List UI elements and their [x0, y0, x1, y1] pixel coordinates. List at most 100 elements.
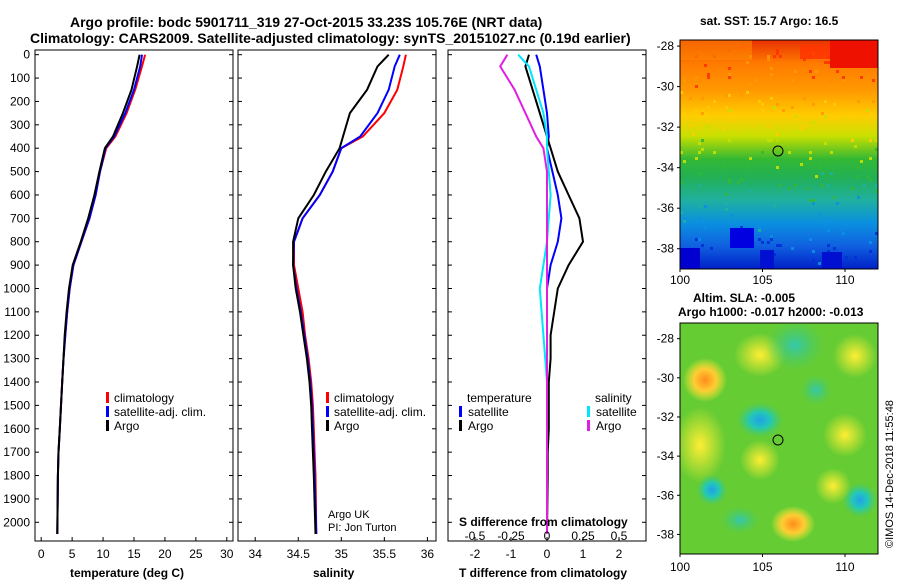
- legend-swatch-t-satellite: [459, 406, 462, 417]
- legend-label-t-argo: Argo: [468, 419, 494, 433]
- x-tick-label: -1: [506, 547, 517, 561]
- depth-tick-label: 1100: [4, 305, 30, 319]
- sla-map-frame: [679, 322, 879, 555]
- s-diff-tick-label: -0.25: [497, 529, 525, 543]
- depth-tick-label: 2000: [3, 515, 30, 529]
- lon-tick-label: 105: [752, 273, 772, 287]
- x-tick-label: 20: [158, 547, 172, 561]
- difference-legend-temperature: temperature satellite Argo: [459, 391, 532, 433]
- legend-label-t-satellite: satellite: [468, 405, 509, 419]
- lat-tick-label: -30: [657, 80, 675, 94]
- lon-tick-label: 105: [752, 560, 772, 574]
- depth-tick-label: 1700: [3, 445, 30, 459]
- argo-location-marker: [772, 145, 784, 157]
- lon-tick-label: 110: [835, 560, 854, 574]
- lat-tick-label: -28: [657, 39, 675, 53]
- lat-tick-label: -38: [657, 527, 675, 541]
- figure-title-line2: Climatology: CARS2009. Satellite-adjuste…: [30, 30, 631, 46]
- x-tick-label: 2: [616, 547, 623, 561]
- legend-swatch-t-argo: [459, 420, 462, 431]
- legend-swatch-s-argo: [587, 420, 590, 431]
- legend-label-s-argo: Argo: [596, 419, 622, 433]
- depth-tick-label: 500: [10, 165, 30, 179]
- x-tick-label: 34.5: [287, 547, 311, 561]
- sla-map-title-line2: Argo h1000: -0.017 h2000: -0.013: [678, 305, 864, 319]
- legend-swatch-s-satellite: [587, 406, 590, 417]
- imos-credit: ©IMOS 14-Dec-2018 11:55:48: [884, 400, 896, 548]
- lat-tick-label: -36: [657, 488, 675, 502]
- legend-swatch-satellite: [106, 406, 109, 417]
- legend-swatch-argo: [326, 420, 329, 431]
- s-diff-tick-label: 0.5: [611, 529, 628, 543]
- temperature-panel-frame: [34, 49, 234, 542]
- argo-location-marker: [772, 434, 784, 446]
- depth-tick-label: 400: [10, 141, 30, 155]
- depth-tick-label: 800: [10, 235, 30, 249]
- series-line-temperature-argo: [524, 54, 585, 535]
- lat-tick-label: -34: [657, 449, 675, 463]
- depth-tick-label: 1500: [3, 398, 30, 412]
- lat-tick-label: -34: [657, 161, 675, 175]
- difference-legend-salinity: salinity satellite Argo: [587, 391, 637, 433]
- series-line-argo: [292, 54, 390, 535]
- sla-map-axes: -28 -30 -32 -34 -36 -38 100 105 110: [657, 332, 855, 574]
- x-tick-label: -2: [470, 547, 481, 561]
- lat-tick-label: -32: [657, 120, 675, 134]
- legend-label-s-satellite: satellite: [596, 405, 637, 419]
- lon-tick-label: 100: [670, 560, 690, 574]
- depth-tick-label: 1000: [3, 281, 30, 295]
- credit-pi: PI: Jon Turton: [328, 522, 396, 534]
- depth-tick-label: 1200: [3, 328, 30, 342]
- x-tick-label: 35.5: [373, 547, 397, 561]
- salinity-xlabel: salinity: [313, 566, 355, 580]
- x-tick-label: 15: [127, 547, 141, 561]
- x-tick-label: 5: [69, 547, 76, 561]
- series-line-argo: [56, 54, 141, 535]
- depth-tick-label: 1600: [3, 422, 30, 436]
- sst-map-title: sat. SST: 15.7 Argo: 16.5: [700, 14, 839, 28]
- x-tick-label: 30: [220, 547, 234, 561]
- x-axis-ticks: 0 5 10 15 20 25 30 34 34.5 35 35.5 36 -2 -1 0 1 2 -0.5 -0.…: [38, 529, 628, 561]
- depth-tick-label: 1300: [3, 352, 30, 366]
- lat-tick-label: -30: [657, 371, 675, 385]
- legend-label-satellite: satellite-adj. clim.: [114, 405, 206, 419]
- sst-map-axes: -28 -30 -32 -34 -36 -38 100 105 110: [657, 39, 855, 287]
- depth-tick-label: 1400: [3, 375, 30, 389]
- sst-map: [680, 40, 878, 269]
- lat-tick-label: -36: [657, 201, 675, 215]
- sst-map-frame: [679, 39, 879, 270]
- profile-lines: [56, 54, 585, 535]
- x-tick-label: 34: [249, 547, 263, 561]
- series-line-climatology: [56, 54, 147, 535]
- depth-tick-label: 0: [23, 48, 30, 62]
- depth-tick-label: 900: [10, 258, 30, 272]
- temperature-xlabel: temperature (deg C): [70, 566, 184, 580]
- lat-tick-label: -32: [657, 410, 675, 424]
- legend-label-climatology: climatology: [334, 391, 394, 405]
- temperature-legend: climatology satellite-adj. clim. Argo: [106, 391, 206, 433]
- x-tick-label: 35: [335, 547, 349, 561]
- lat-tick-label: -38: [657, 242, 675, 256]
- lon-tick-label: 110: [835, 273, 854, 287]
- x-tick-label: 0: [38, 547, 45, 561]
- legend-label-argo: Argo: [334, 419, 360, 433]
- legend-title-temperature: temperature: [467, 391, 532, 405]
- series-line-climatology: [293, 54, 407, 535]
- legend-swatch-satellite: [326, 406, 329, 417]
- depth-tick-label: 1900: [3, 492, 30, 506]
- legend-swatch-climatology: [326, 392, 329, 403]
- x-tick-label: 36: [421, 547, 435, 561]
- series-line-salinity-satellite: [517, 54, 552, 534]
- x-tick-label: 0: [544, 547, 551, 561]
- legend-label-satellite: satellite-adj. clim.: [334, 405, 426, 419]
- credit-argo-uk: Argo UK: [328, 509, 370, 521]
- depth-tick-label: 100: [10, 71, 30, 85]
- s-diff-tick-label: 0.25: [571, 529, 595, 543]
- depth-tick-label: 700: [10, 211, 30, 225]
- depth-tick-label: 1800: [3, 469, 30, 483]
- figure-title-line1: Argo profile: bodc 5901711_319 27-Oct-20…: [70, 14, 542, 30]
- salinity-panel-frame: [237, 49, 437, 542]
- depth-tick-label: 600: [10, 188, 30, 202]
- difference-xlabel: T difference from climatology: [459, 566, 627, 580]
- x-tick-label: 10: [96, 547, 110, 561]
